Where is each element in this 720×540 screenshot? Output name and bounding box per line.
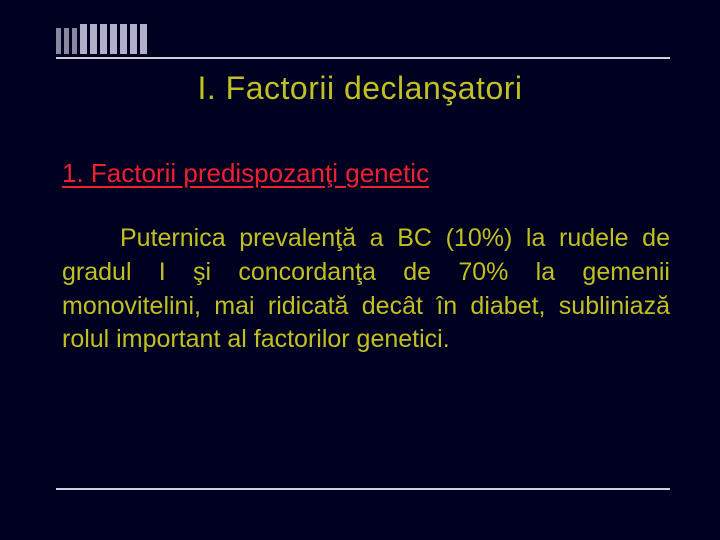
tick-mark <box>72 28 77 54</box>
tick-mark <box>90 24 97 54</box>
bottom-divider <box>56 488 670 490</box>
tick-mark <box>80 24 87 54</box>
top-divider <box>56 57 670 59</box>
tick-mark <box>100 24 107 54</box>
slide-body-text: Puternica prevalenţă a BC (10%) la rudel… <box>62 222 670 357</box>
decorative-tick-row <box>56 24 150 54</box>
slide-subtitle: 1. Factorii predispozanţi genetic <box>62 158 429 189</box>
tick-mark <box>140 24 147 54</box>
tick-mark <box>64 28 69 54</box>
slide-title: I. Factorii declanşatori <box>0 70 720 107</box>
tick-mark <box>120 24 127 54</box>
tick-mark <box>110 24 117 54</box>
tick-mark <box>56 28 61 54</box>
tick-mark <box>130 24 137 54</box>
title-container: I. Factorii declanşatori <box>0 70 720 107</box>
slide: I. Factorii declanşatori 1. Factorii pre… <box>0 0 720 540</box>
